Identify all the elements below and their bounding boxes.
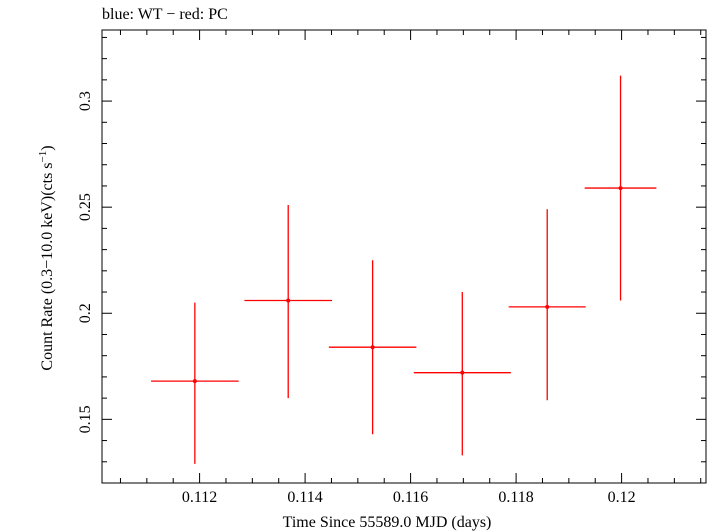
- y-axis-label: Count Rate (0.3−10.0 keV)(cts s−1): [37, 145, 56, 370]
- data-point: [370, 345, 375, 350]
- data-point: [618, 186, 623, 191]
- data-point-group: [508, 209, 586, 401]
- x-tick-label: 0.118: [498, 489, 533, 506]
- x-tick-label: 0.116: [393, 489, 428, 506]
- y-tick-label: 0.25: [77, 193, 94, 221]
- data-point: [192, 379, 197, 384]
- x-tick-label: 0.112: [182, 489, 217, 506]
- data-point-group: [584, 75, 657, 301]
- data-point: [545, 304, 550, 309]
- x-axis-ticks: 0.112 0.114 0.116 0.118 0.12: [119, 30, 702, 506]
- y-axis-label-sup: −1: [37, 151, 49, 163]
- y-axis-label-close: ): [39, 145, 56, 150]
- x-tick-label: 0.12: [608, 489, 636, 506]
- data-series: [151, 75, 657, 464]
- data-point-group: [328, 260, 417, 435]
- x-tick-label: 0.114: [287, 489, 322, 506]
- chart-title: blue: WT − red: PC: [102, 6, 228, 23]
- y-axis-ticks: 0.15 0.2 0.25 0.3: [77, 36, 706, 484]
- plot-frame: [101, 29, 707, 484]
- y-axis-label-main: Count Rate (0.3−10.0 keV)(cts s: [39, 162, 56, 370]
- y-tick-label: 0.3: [77, 91, 94, 111]
- y-tick-label: 0.2: [77, 303, 94, 323]
- x-axis-label: Time Since 55589.0 MJD (days): [283, 514, 492, 531]
- data-point-group: [244, 205, 332, 399]
- data-point: [286, 298, 291, 303]
- data-point-group: [413, 292, 511, 456]
- data-point-group: [151, 302, 239, 464]
- y-tick-label: 0.15: [77, 405, 94, 433]
- data-point: [460, 370, 465, 375]
